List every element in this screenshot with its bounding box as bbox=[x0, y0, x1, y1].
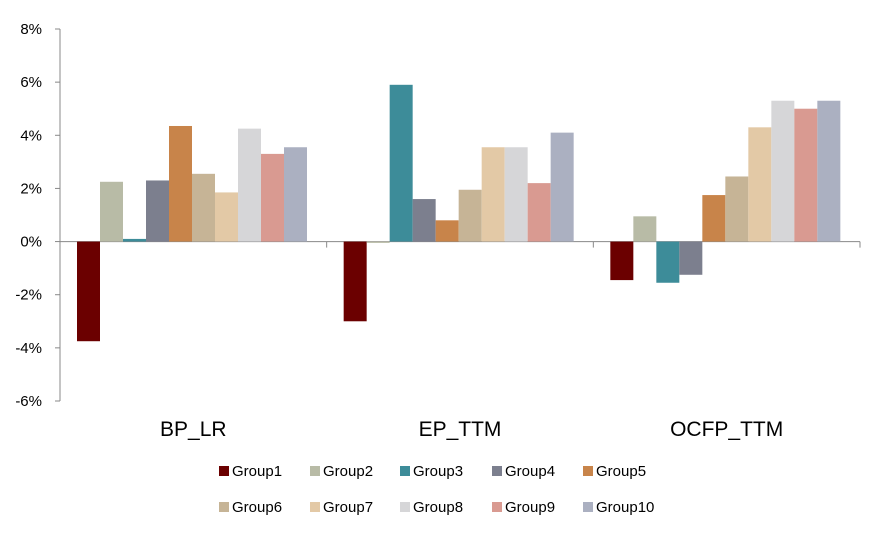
bar-group5-ocfp-ttm bbox=[702, 195, 726, 242]
y-tick-label: -6% bbox=[15, 393, 42, 410]
bar-group4-ocfp-ttm bbox=[679, 241, 703, 275]
legend-label-group5: Group5 bbox=[596, 463, 646, 480]
bar-group7-ep-ttm bbox=[481, 147, 505, 242]
category-labels: BP_LR EP_TTM OCFP_TTM bbox=[160, 418, 783, 441]
legend-label-group7: Group7 bbox=[323, 499, 373, 516]
y-tick-label: 4% bbox=[20, 127, 42, 144]
bar-group4-ep-ttm bbox=[412, 199, 436, 242]
legend-label-group2: Group2 bbox=[323, 463, 373, 480]
category-label: OCFP_TTM bbox=[670, 418, 783, 441]
bar-group3-ep-ttm bbox=[389, 84, 413, 242]
y-tick-label: 6% bbox=[20, 74, 42, 91]
legend-label-group3: Group3 bbox=[413, 463, 463, 480]
bar-group3-bp-lr bbox=[123, 238, 146, 242]
bar-group1-bp-lr bbox=[77, 241, 100, 342]
bar-group7-ocfp-ttm bbox=[748, 127, 772, 242]
y-tick-labels: -6% -4% -2% 0% 2% 4% 6% 8% bbox=[15, 21, 42, 410]
bar-group8-ep-ttm bbox=[504, 147, 528, 242]
y-tick-label: -4% bbox=[15, 340, 42, 357]
bar-group5-bp-lr bbox=[169, 125, 192, 242]
category-label: EP_TTM bbox=[419, 418, 502, 441]
y-tick-label: -2% bbox=[15, 287, 42, 304]
legend-label-group9: Group9 bbox=[505, 499, 555, 516]
y-tick-label: 0% bbox=[20, 234, 42, 251]
bar-group4-bp-lr bbox=[146, 180, 169, 242]
bar-group6-bp-lr bbox=[192, 173, 215, 242]
bar-group10-ocfp-ttm bbox=[817, 100, 841, 242]
bar-group6-ep-ttm bbox=[458, 189, 482, 242]
legend: Group1 Group2 Group3 Group4 Group5 Group6 Grou… bbox=[219, 463, 654, 516]
legend-label-group4: Group4 bbox=[505, 463, 555, 480]
legend-swatch-group3 bbox=[400, 466, 410, 476]
bar-group8-bp-lr bbox=[238, 128, 261, 242]
legend-label-group10: Group10 bbox=[596, 499, 654, 516]
category-label: BP_LR bbox=[160, 418, 227, 441]
legend-swatch-group1 bbox=[219, 466, 229, 476]
legend-swatch-group8 bbox=[400, 502, 410, 512]
legend-swatch-group9 bbox=[492, 502, 502, 512]
bar-group8-ocfp-ttm bbox=[771, 100, 795, 242]
legend-swatch-group7 bbox=[310, 502, 320, 512]
bar-group2-ep-ttm bbox=[366, 241, 390, 243]
bars bbox=[77, 84, 841, 342]
bar-group2-ocfp-ttm bbox=[633, 216, 657, 242]
legend-swatch-group2 bbox=[310, 466, 320, 476]
bar-group7-bp-lr bbox=[215, 192, 238, 242]
bar-group1-ep-ttm bbox=[343, 241, 367, 322]
bar-group10-bp-lr bbox=[284, 147, 307, 242]
legend-label-group8: Group8 bbox=[413, 499, 463, 516]
legend-swatch-group6 bbox=[219, 502, 229, 512]
y-tick-label: 2% bbox=[20, 180, 42, 197]
bar-group10-ep-ttm bbox=[550, 132, 574, 242]
bar-group9-ep-ttm bbox=[527, 183, 551, 242]
bar-group5-ep-ttm bbox=[435, 220, 459, 242]
legend-label-group1: Group1 bbox=[232, 463, 282, 480]
legend-swatch-group5 bbox=[583, 466, 593, 476]
bar-group9-ocfp-ttm bbox=[794, 108, 818, 242]
legend-label-group6: Group6 bbox=[232, 499, 282, 516]
bar-group1-ocfp-ttm bbox=[610, 241, 634, 281]
bar-group2-bp-lr bbox=[100, 181, 123, 242]
legend-swatch-group10 bbox=[583, 502, 593, 512]
bar-group9-bp-lr bbox=[261, 153, 284, 242]
bar-group3-ocfp-ttm bbox=[656, 241, 680, 283]
y-tick-label: 8% bbox=[20, 21, 42, 38]
legend-swatch-group4 bbox=[492, 466, 502, 476]
bar-group6-ocfp-ttm bbox=[725, 176, 749, 242]
